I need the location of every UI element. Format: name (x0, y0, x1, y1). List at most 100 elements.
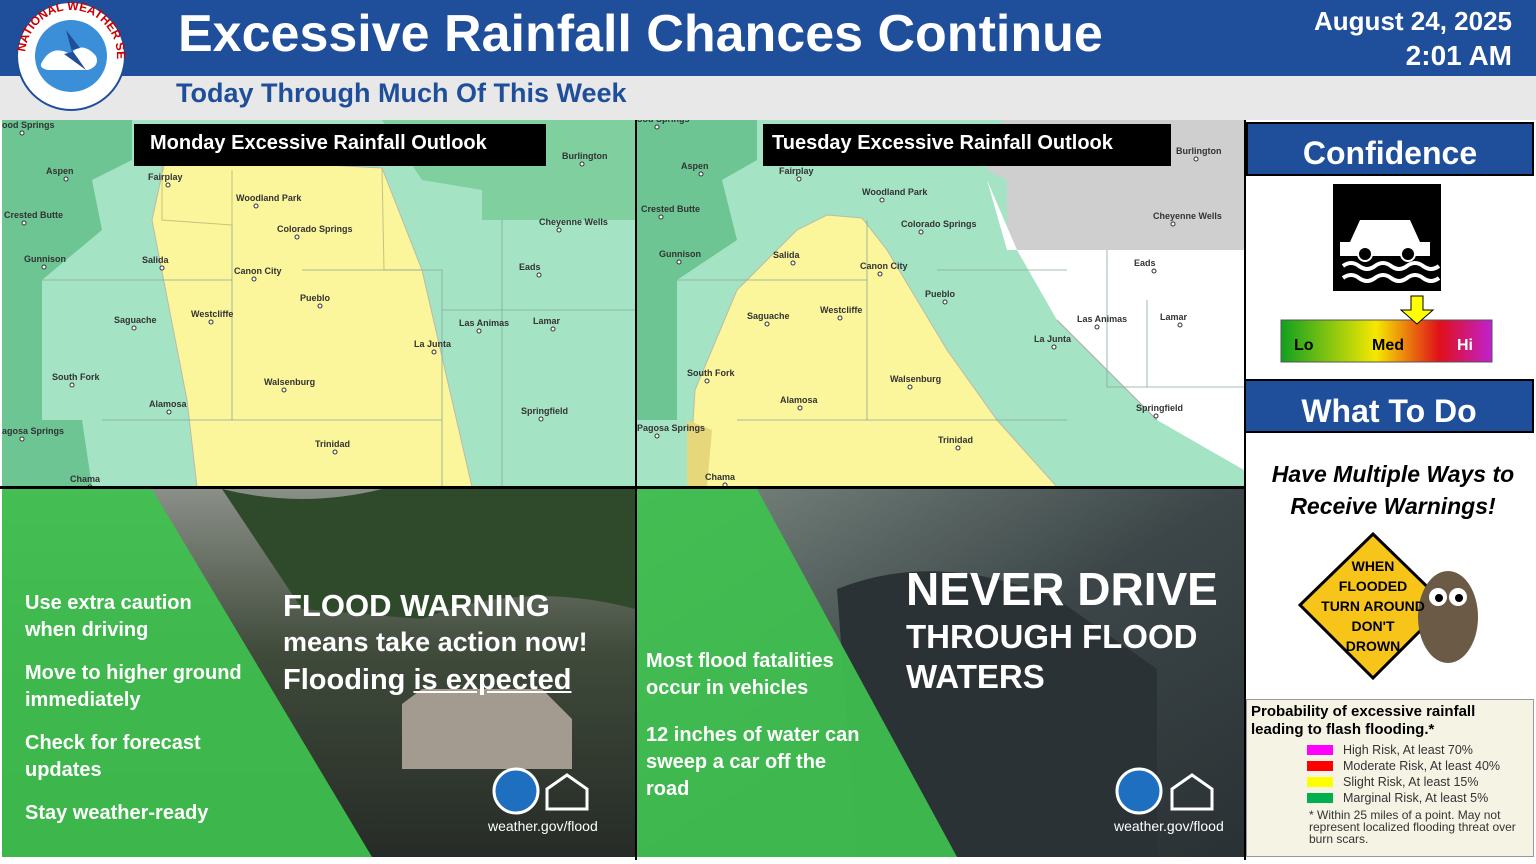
bullet: Stay weather-ready (25, 802, 209, 824)
bullet-list: Use extra caution when driving Move to h… (25, 590, 245, 827)
place-dot (19, 436, 25, 442)
place-dot (208, 319, 214, 325)
place-dot (877, 271, 883, 277)
text: is expected (413, 664, 572, 696)
headline-line: Flooding is expected (283, 664, 571, 697)
legend-swatch (1307, 745, 1333, 755)
place-label: La Junta (1034, 334, 1072, 344)
place-dot (253, 203, 259, 209)
place-dot (676, 259, 682, 265)
place-label: Lamar (533, 316, 561, 326)
legend-entries: High Risk, At least 70% Moderate Risk, At… (1251, 743, 1529, 805)
place-dot (654, 433, 660, 439)
place-label: Walsenburg (890, 374, 941, 384)
place-label: Alamosa (780, 395, 819, 405)
bullet-list: Most flood fatalities occur in vehicles … (646, 648, 866, 803)
place-dot (796, 176, 802, 182)
place-label: Las Animas (1077, 314, 1127, 324)
place-dot (431, 349, 437, 355)
place-label: Canon City (860, 261, 908, 271)
place-dot (698, 171, 704, 177)
legend-title: Probability of excessive rainfall leadin… (1251, 703, 1476, 738)
legend-note: * Within 25 miles of a point. May not re… (1309, 808, 1516, 846)
place-label: Gunnison (659, 249, 701, 259)
place-label: Springfield (1136, 403, 1183, 413)
headline-line: means take action now! (283, 627, 588, 657)
place-label: Chama (70, 474, 101, 484)
legend-swatch (1307, 793, 1333, 803)
place-dot (1193, 156, 1199, 162)
place-label: Fairplay (779, 166, 814, 176)
place-dot (476, 328, 482, 334)
bullet: Use extra caution when driving (25, 592, 192, 641)
bullet: Move to higher ground immediately (25, 662, 242, 711)
url: weather.gov/flood (1114, 818, 1224, 834)
sign-line: DON'T (1351, 618, 1395, 634)
place-label: Pueblo (300, 293, 331, 303)
section-title: What To Do (1244, 379, 1534, 433)
place-label: Springfield (521, 406, 568, 416)
bullet: Most flood fatalities occur in vehicles (646, 650, 834, 699)
place-label: Walsenburg (264, 377, 315, 387)
place-dot (764, 321, 770, 327)
sign-text: WHEN FLOODED TURN AROUND DON'T DROWN (1318, 556, 1428, 656)
place-dot (251, 276, 257, 282)
place-dot (879, 197, 885, 203)
place-label: Pueblo (925, 289, 956, 299)
title: Excessive Rainfall Chances Continue (178, 5, 1103, 63)
place-dot (41, 264, 47, 270)
map-title: Tuesday Excessive Rainfall Outlook (772, 132, 1113, 154)
place-label: Las Animas (459, 318, 509, 328)
place-dot (1170, 221, 1176, 227)
place-dot (955, 445, 961, 451)
place-dot (1153, 413, 1159, 419)
place-dot (579, 161, 585, 167)
legend-label: Marginal Risk, At least 5% (1343, 791, 1489, 805)
photo (2, 489, 635, 857)
divider (635, 120, 637, 860)
legend-label: Moderate Risk, At least 40% (1343, 759, 1501, 773)
place-label: Canon City (234, 266, 282, 276)
place-label: Fairplay (148, 172, 183, 182)
legend-entry: Marginal Risk, At least 5% (1259, 791, 1529, 805)
divider (1244, 120, 1246, 860)
place-dot (19, 130, 25, 136)
place-dot (1051, 344, 1057, 350)
place-label: South Fork (52, 372, 100, 382)
scale-label: Hi (1457, 337, 1473, 354)
place-label: Colorado Springs (901, 219, 977, 229)
subtitle: Today Through Much Of This Week (176, 78, 627, 108)
date: August 24, 2025 (1314, 6, 1512, 36)
place-dot (538, 416, 544, 422)
place-dot (131, 325, 137, 331)
place-dot (556, 227, 562, 233)
place-dot (550, 326, 556, 332)
place-dot (918, 229, 924, 235)
place-label: agosa Springs (2, 426, 64, 436)
place-label: Salida (773, 250, 801, 260)
text: Flooding (283, 664, 414, 696)
legend-label: High Risk, At least 70% (1343, 743, 1473, 757)
place-label: Crested Butte (641, 204, 700, 214)
divider (0, 486, 1246, 489)
map: ood Springs Aspen Fairplay Crested Butte Woo… (637, 120, 1244, 487)
place-dot (69, 382, 75, 388)
place-label: La Junta (414, 339, 452, 349)
sign-line: WHEN (1351, 558, 1395, 574)
subtitle-bar (0, 76, 1536, 120)
headline-line: THROUGH FLOOD (906, 618, 1198, 655)
place-label: Saguache (747, 311, 790, 321)
legend-entry: Moderate Risk, At least 40% (1259, 759, 1529, 773)
photo (637, 489, 1244, 857)
place-label: Woodland Park (236, 193, 302, 203)
place-dot (294, 234, 300, 240)
place-label: South Fork (687, 368, 735, 378)
place-label: Salida (142, 255, 170, 265)
legend-label: Slight Risk, At least 15% (1343, 775, 1479, 789)
legend: Probability of excessive rainfall leadin… (1246, 699, 1534, 857)
place-label: Saguache (114, 315, 157, 325)
place-label: Colorado Springs (277, 224, 353, 234)
place-label: Eads (519, 262, 541, 272)
scale-label: Med (1372, 337, 1404, 354)
place-label: Lamar (1160, 312, 1188, 322)
